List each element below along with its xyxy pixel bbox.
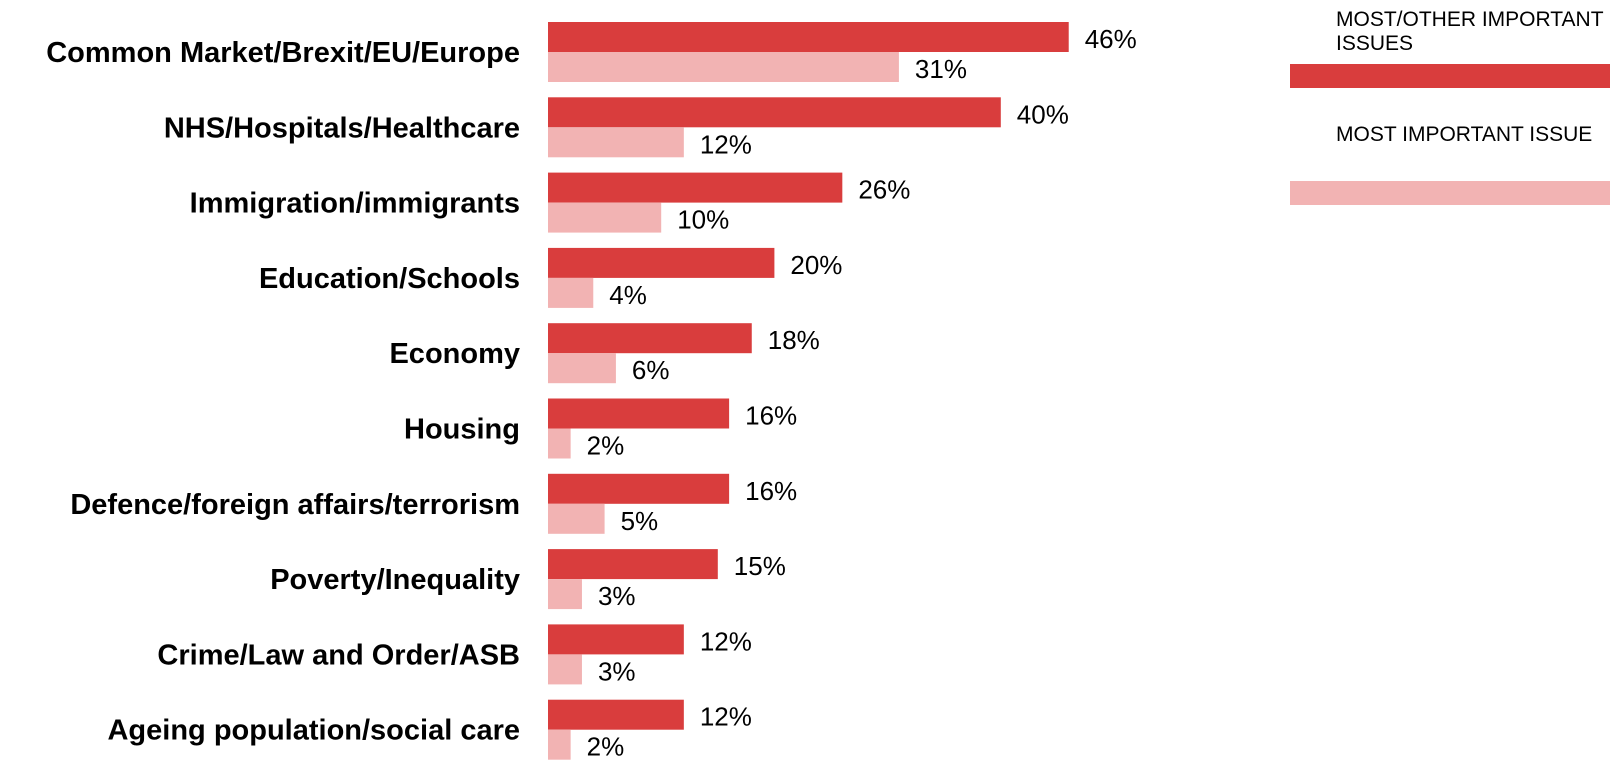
value-label-most-other-ageing-population-social-care: 12% <box>700 702 752 732</box>
value-label-most-other-crime-law-and-order-asb: 12% <box>700 626 752 656</box>
bar-most-other-education-schools <box>548 247 775 278</box>
bar-most-important-crime-law-and-order-asb <box>548 654 582 685</box>
legend-swatch-most-other <box>1290 64 1610 88</box>
value-label-most-important-common-market-brexit-eu-europe: 31% <box>915 54 967 84</box>
value-label-most-important-crime-law-and-order-asb: 3% <box>598 656 636 686</box>
value-label-most-important-nhs-hospitals-healthcare: 12% <box>700 129 752 159</box>
bar-most-other-housing <box>548 398 730 429</box>
category-label-ageing-population-social-care: Ageing population/social care <box>107 715 520 747</box>
bar-most-other-defence-foreign-affairs-terrorism <box>548 473 730 504</box>
category-label-education-schools: Education/Schools <box>259 263 520 295</box>
bar-most-important-poverty-inequality <box>548 579 582 610</box>
value-label-most-other-immigration-immigrants: 26% <box>858 175 910 205</box>
bar-most-important-ageing-population-social-care <box>548 729 571 760</box>
bar-most-important-housing <box>548 428 571 459</box>
bar-most-important-economy <box>548 353 616 384</box>
legend-swatch-most-important <box>1290 181 1610 205</box>
bar-most-other-nhs-hospitals-healthcare <box>548 97 1001 128</box>
bar-most-important-immigration-immigrants <box>548 202 662 233</box>
value-label-most-important-immigration-immigrants: 10% <box>677 205 729 235</box>
bar-most-other-ageing-population-social-care <box>548 699 684 730</box>
value-label-most-other-education-schools: 20% <box>790 250 842 280</box>
category-label-crime-law-and-order-asb: Crime/Law and Order/ASB <box>157 639 520 671</box>
value-label-most-other-common-market-brexit-eu-europe: 46% <box>1085 24 1137 54</box>
bar-most-important-nhs-hospitals-healthcare <box>548 127 684 158</box>
category-label-common-market-brexit-eu-europe: Common Market/Brexit/EU/Europe <box>46 37 520 69</box>
legend-label-most-other: MOST/OTHER IMPORTANT ISSUES <box>1336 8 1604 55</box>
bar-most-other-poverty-inequality <box>548 549 718 580</box>
category-label-immigration-immigrants: Immigration/immigrants <box>190 188 520 220</box>
value-label-most-other-housing: 16% <box>745 401 797 431</box>
value-label-most-important-defence-foreign-affairs-terrorism: 5% <box>621 506 659 536</box>
category-label-economy: Economy <box>389 338 520 370</box>
bar-most-important-common-market-brexit-eu-europe <box>548 52 899 82</box>
value-label-most-important-housing: 2% <box>587 431 625 461</box>
value-label-most-other-defence-foreign-affairs-terrorism: 16% <box>745 476 797 506</box>
legend-label-most-important: MOST IMPORTANT ISSUE <box>1336 123 1593 146</box>
category-label-poverty-inequality: Poverty/Inequality <box>270 564 520 596</box>
value-label-most-important-education-schools: 4% <box>609 280 647 310</box>
bar-most-important-defence-foreign-affairs-terrorism <box>548 503 605 534</box>
bar-most-other-common-market-brexit-eu-europe <box>548 22 1069 52</box>
category-label-nhs-hospitals-healthcare: NHS/Hospitals/Healthcare <box>164 112 520 144</box>
bar-most-important-education-schools <box>548 277 594 308</box>
value-label-most-important-economy: 6% <box>632 355 670 385</box>
value-label-most-important-ageing-population-social-care: 2% <box>587 732 625 762</box>
value-label-most-important-poverty-inequality: 3% <box>598 581 636 611</box>
value-label-most-other-nhs-hospitals-healthcare: 40% <box>1017 99 1069 129</box>
bar-most-other-immigration-immigrants <box>548 172 843 203</box>
bar-most-other-economy <box>548 323 752 354</box>
category-label-housing: Housing <box>404 414 520 446</box>
value-label-most-other-economy: 18% <box>768 325 820 355</box>
category-label-defence-foreign-affairs-terrorism: Defence/foreign affairs/terrorism <box>70 489 520 521</box>
bar-most-other-crime-law-and-order-asb <box>548 624 684 655</box>
value-label-most-other-poverty-inequality: 15% <box>734 551 786 581</box>
